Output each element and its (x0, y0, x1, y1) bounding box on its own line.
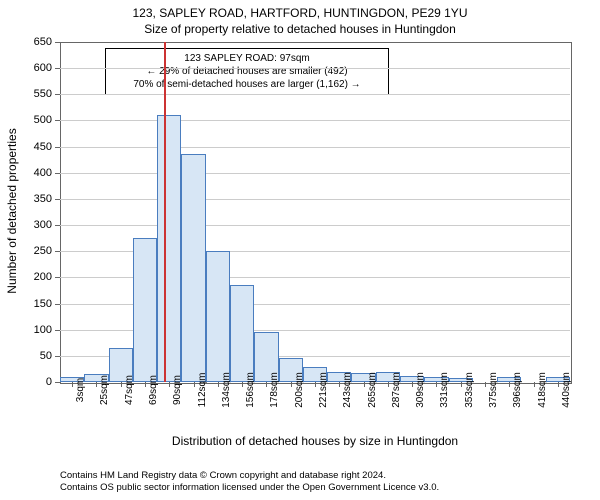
ytick-mark (55, 277, 60, 278)
histogram-bar (230, 285, 254, 382)
ytick-mark (55, 199, 60, 200)
footer-line: Contains OS public sector information li… (60, 482, 439, 494)
ytick-label: 200 (22, 271, 52, 283)
xtick-mark (72, 382, 73, 387)
ytick-label: 300 (22, 219, 52, 231)
ytick-label: 350 (22, 193, 52, 205)
xtick-mark (485, 382, 486, 387)
annotation-line: 123 SAPLEY ROAD: 97sqm (112, 52, 382, 65)
ytick-label: 550 (22, 88, 52, 100)
xtick-mark (339, 382, 340, 387)
ytick-label: 400 (22, 167, 52, 179)
ytick-mark (55, 173, 60, 174)
footer-block: Contains HM Land Registry data © Crown c… (60, 470, 439, 495)
ytick-mark (55, 382, 60, 383)
ytick-label: 600 (22, 62, 52, 74)
gridline (60, 225, 570, 226)
title-line-1: 123, SAPLEY ROAD, HARTFORD, HUNTINGDON, … (0, 6, 600, 20)
xtick-mark (558, 382, 559, 387)
xtick-label: 353sqm (464, 372, 475, 408)
ytick-label: 450 (22, 141, 52, 153)
ytick-label: 100 (22, 324, 52, 336)
xtick-mark (291, 382, 292, 387)
x-axis-label: Distribution of detached houses by size … (60, 434, 570, 448)
xtick-label: 440sqm (561, 372, 572, 408)
xtick-mark (194, 382, 195, 387)
ytick-label: 0 (22, 376, 52, 388)
gridline (60, 173, 570, 174)
ytick-label: 50 (22, 350, 52, 362)
xtick-mark (266, 382, 267, 387)
ytick-mark (55, 330, 60, 331)
ytick-mark (55, 120, 60, 121)
title-line-2: Size of property relative to detached ho… (0, 22, 600, 36)
gridline (60, 199, 570, 200)
gridline (60, 120, 570, 121)
histogram-bar (206, 251, 230, 382)
annotation-line: ← 29% of detached houses are smaller (49… (112, 65, 382, 78)
y-axis-label: Number of detached properties (5, 111, 19, 311)
xtick-mark (534, 382, 535, 387)
annotation-line: 70% of semi-detached houses are larger (… (112, 78, 382, 91)
annotation-box: 123 SAPLEY ROAD: 97sqm ← 29% of detached… (105, 48, 389, 95)
xtick-mark (315, 382, 316, 387)
histogram-bar (181, 154, 205, 382)
ytick-mark (55, 225, 60, 226)
gridline (60, 94, 570, 95)
xtick-mark (509, 382, 510, 387)
xtick-label: 396sqm (512, 372, 523, 408)
ytick-label: 500 (22, 114, 52, 126)
xtick-mark (242, 382, 243, 387)
chart-container: 123, SAPLEY ROAD, HARTFORD, HUNTINGDON, … (0, 0, 600, 500)
title-block: 123, SAPLEY ROAD, HARTFORD, HUNTINGDON, … (0, 6, 600, 36)
marker-line (164, 42, 166, 382)
xtick-mark (461, 382, 462, 387)
ytick-label: 250 (22, 245, 52, 257)
ytick-mark (55, 251, 60, 252)
histogram-bar (157, 115, 181, 382)
xtick-mark (388, 382, 389, 387)
xtick-mark (412, 382, 413, 387)
ytick-mark (55, 356, 60, 357)
ytick-label: 150 (22, 298, 52, 310)
xtick-mark (218, 382, 219, 387)
xtick-mark (169, 382, 170, 387)
ytick-mark (55, 42, 60, 43)
ytick-label: 650 (22, 36, 52, 48)
footer-line: Contains HM Land Registry data © Crown c… (60, 470, 439, 482)
xtick-mark (121, 382, 122, 387)
xtick-mark (364, 382, 365, 387)
ytick-mark (55, 147, 60, 148)
histogram-bar (133, 238, 157, 382)
ytick-mark (55, 304, 60, 305)
gridline (60, 68, 570, 69)
xtick-mark (145, 382, 146, 387)
ytick-mark (55, 94, 60, 95)
gridline (60, 147, 570, 148)
xtick-mark (96, 382, 97, 387)
xtick-mark (436, 382, 437, 387)
ytick-mark (55, 68, 60, 69)
